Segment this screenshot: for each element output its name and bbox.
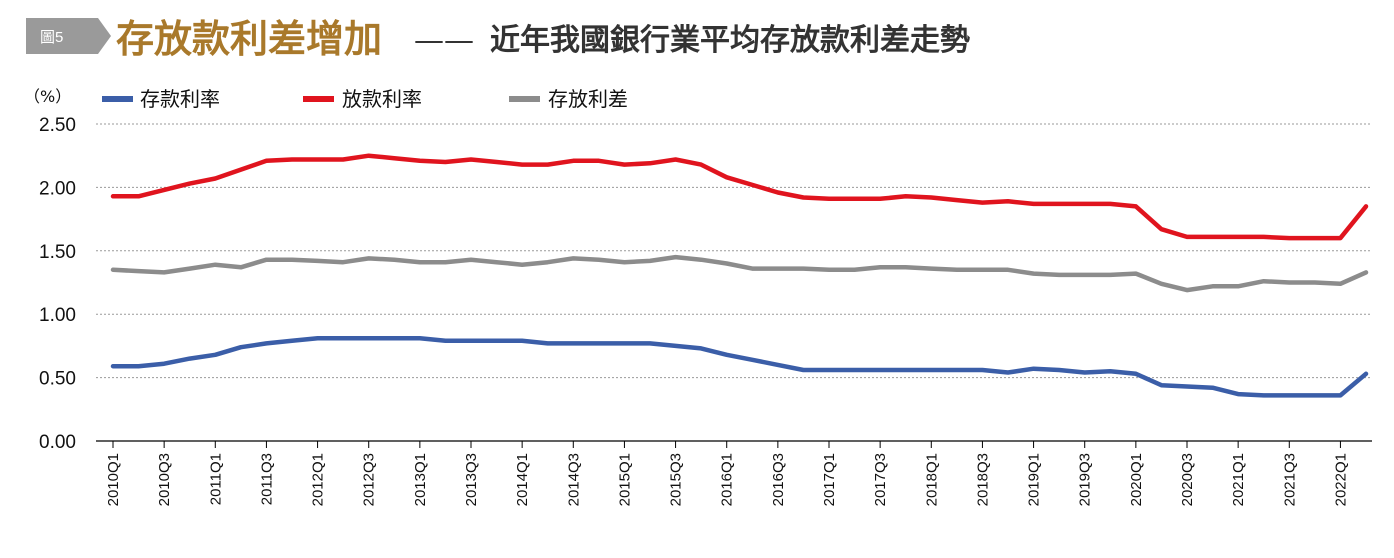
legend-label-spread: 存放利差 [548, 87, 628, 111]
legend-label-deposit: 存款利率 [140, 87, 220, 111]
x-tick-label: 2013Q3 [463, 453, 480, 506]
x-tick-label: 2018Q1 [923, 453, 940, 506]
x-tick-label: 2020Q3 [1179, 453, 1196, 506]
legend-label-loan: 放款利率 [342, 87, 422, 111]
gridlines [96, 123, 1372, 379]
x-tick-label: 2022Q1 [1332, 453, 1349, 506]
legend: 存款利率 放款利率 存放利差 [102, 87, 628, 111]
x-tick-label: 2019Q3 [1077, 453, 1094, 506]
x-axis-ticks: 2010Q1 2010Q3 2011Q1 2011Q3 2012Q1 2012Q3 2013… [105, 441, 1349, 506]
x-tick-label: 2021Q3 [1281, 453, 1298, 506]
header: 圖5 存放款利差增加 —— 近年我國銀行業平均存放款利差走勢 [26, 16, 970, 61]
x-tick-label: 2014Q1 [514, 453, 531, 506]
x-tick-label: 2016Q3 [770, 453, 787, 506]
x-tick-label: 2017Q1 [821, 453, 838, 506]
figure-badge [26, 18, 111, 54]
chart-title-main: 存放款利差增加 [116, 16, 382, 61]
y-tick-label: 2.50 [39, 115, 76, 136]
x-tick-label: 2012Q1 [310, 453, 327, 506]
x-tick-label: 2021Q1 [1230, 453, 1247, 506]
x-tick-label: 2015Q3 [668, 453, 685, 506]
y-tick-label: 2.00 [39, 178, 76, 199]
x-tick-label: 2016Q1 [719, 453, 736, 506]
x-tick-label: 2015Q1 [616, 453, 633, 506]
y-tick-label: 0.00 [39, 432, 76, 453]
figure-label: 圖5 [40, 29, 63, 46]
x-tick-label: 2011Q1 [207, 453, 224, 505]
series-line-spread [110, 254, 1369, 293]
x-tick-label: 2020Q1 [1128, 453, 1145, 506]
series-line-deposit-rate [110, 336, 1369, 398]
x-tick-label: 2014Q3 [565, 453, 582, 506]
x-tick-label: 2013Q1 [412, 453, 429, 506]
y-tick-label: 0.50 [39, 369, 76, 390]
x-tick-label: 2011Q3 [258, 453, 275, 505]
y-tick-label: 1.00 [39, 305, 76, 326]
series-line-loan-rate [110, 153, 1369, 241]
x-tick-label: 2017Q3 [872, 453, 889, 506]
x-tick-label: 2012Q3 [361, 453, 378, 506]
x-tick-label: 2010Q1 [105, 453, 122, 506]
series-lines [110, 153, 1369, 398]
y-axis-ticks: 0.00 0.50 1.00 1.50 2.00 2.50 [39, 115, 76, 453]
chart-title-dash: —— [414, 23, 474, 58]
x-tick-label: 2019Q1 [1026, 453, 1043, 506]
x-tick-label: 2018Q3 [974, 453, 991, 506]
x-tick-label: 2010Q3 [156, 453, 173, 506]
y-axis-unit: （%） [24, 87, 71, 106]
chart-title-sub: 近年我國銀行業平均存放款利差走勢 [490, 23, 970, 58]
y-tick-label: 1.50 [39, 242, 76, 263]
